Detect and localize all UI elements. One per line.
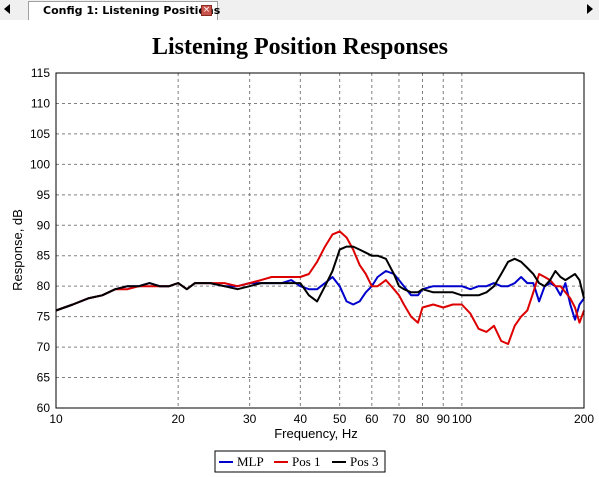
x-tick-label: 80 xyxy=(416,412,430,426)
y-tick-label: 95 xyxy=(37,188,51,202)
triangle-right-icon[interactable] xyxy=(587,4,593,14)
y-tick-label: 85 xyxy=(37,249,51,263)
x-tick-label: 60 xyxy=(365,412,379,426)
triangle-left-icon[interactable] xyxy=(4,4,10,14)
tab-config-1[interactable]: Config 1: Listening Positions × xyxy=(28,1,221,20)
legend-label-pos1: Pos 1 xyxy=(292,454,321,469)
x-tick-label: 20 xyxy=(171,412,185,426)
y-tick-label: 70 xyxy=(37,340,51,354)
x-tick-label: 100 xyxy=(452,412,472,426)
legend-label-pos3: Pos 3 xyxy=(350,454,379,469)
y-tick-label: 65 xyxy=(37,371,51,385)
y-tick-label: 60 xyxy=(37,401,51,415)
x-tick-label: 90 xyxy=(437,412,451,426)
x-axis-label: Frequency, Hz xyxy=(274,426,358,441)
x-tick-label: 30 xyxy=(243,412,257,426)
y-tick-label: 100 xyxy=(30,157,50,171)
close-icon[interactable]: × xyxy=(201,5,212,16)
y-tick-label: 90 xyxy=(37,218,51,232)
x-tick-label: 200 xyxy=(574,412,594,426)
chart-panel: Listening Position Responses 60 65 70 75 80 8… xyxy=(0,20,599,477)
y-tick-label: 105 xyxy=(30,127,50,141)
y-tick-labels: 60 65 70 75 80 85 90 95 100 105 110 115 xyxy=(30,66,50,415)
y-tick-label: 75 xyxy=(37,310,51,324)
plot-frame xyxy=(55,72,585,409)
frequency-response-chart: Listening Position Responses 60 65 70 75 80 8… xyxy=(10,34,594,473)
chart-title: Listening Position Responses xyxy=(152,34,448,60)
legend-box xyxy=(214,450,386,473)
y-tick-label: 115 xyxy=(31,66,50,80)
tab-label: Config 1: Listening Positions xyxy=(43,4,221,17)
legend-label-mlp: MLP xyxy=(237,454,264,469)
grid-lines xyxy=(56,73,584,408)
x-tick-label: 10 xyxy=(49,412,63,426)
tab-strip: Config 1: Listening Positions × xyxy=(0,0,599,21)
x-tick-label: 40 xyxy=(294,412,308,426)
y-tick-label: 80 xyxy=(37,279,51,293)
x-tick-label: 70 xyxy=(392,412,406,426)
x-tick-labels: 10 20 30 40 50 60 70 80 90 100 200 xyxy=(49,412,594,426)
series-lines xyxy=(55,230,585,345)
y-axis-label: Response, dB xyxy=(10,209,25,291)
y-tick-label: 110 xyxy=(31,96,50,110)
legend: MLP Pos 1 Pos 3 xyxy=(214,450,386,473)
x-tick-label: 50 xyxy=(333,412,347,426)
series-line-pos-3 xyxy=(55,245,585,312)
